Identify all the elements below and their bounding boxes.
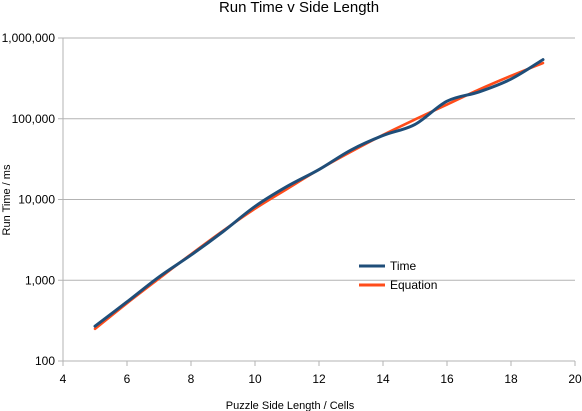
x-axis-title: Puzzle Side Length / Cells <box>226 400 355 411</box>
series-line-equation <box>93 61 545 331</box>
series-line-time <box>93 58 545 328</box>
series-lines <box>93 58 545 331</box>
y-tick-label: 100,000 <box>12 112 56 126</box>
y-tick-label: 100 <box>35 354 55 368</box>
x-tick-label: 18 <box>504 372 518 386</box>
gridlines <box>63 37 575 281</box>
chart-title: Run Time v Side Length <box>219 0 379 16</box>
legend-label-time: Time <box>390 259 417 273</box>
x-tick-label: 20 <box>568 372 582 386</box>
axes <box>58 37 576 366</box>
x-tick-label: 12 <box>312 372 326 386</box>
y-tick-labels: 100 1,000 10,000 100,000 1,000,000 <box>2 31 56 368</box>
y-tick-label: 1,000,000 <box>2 31 56 45</box>
legend-label-equation: Equation <box>390 278 437 292</box>
y-tick-label: 1,000 <box>25 273 55 287</box>
x-tick-label: 8 <box>188 372 195 386</box>
y-axis-title: Run Time / ms <box>1 164 13 235</box>
x-tick-labels: 4 6 8 10 12 14 16 18 20 <box>60 372 582 386</box>
x-tick-label: 4 <box>60 372 67 386</box>
x-tick-label: 10 <box>248 372 262 386</box>
y-tick-label: 10,000 <box>18 193 55 207</box>
x-tick-label: 6 <box>124 372 131 386</box>
x-tick-label: 14 <box>376 372 390 386</box>
legend: Time Equation <box>359 259 437 292</box>
x-tick-label: 16 <box>440 372 454 386</box>
